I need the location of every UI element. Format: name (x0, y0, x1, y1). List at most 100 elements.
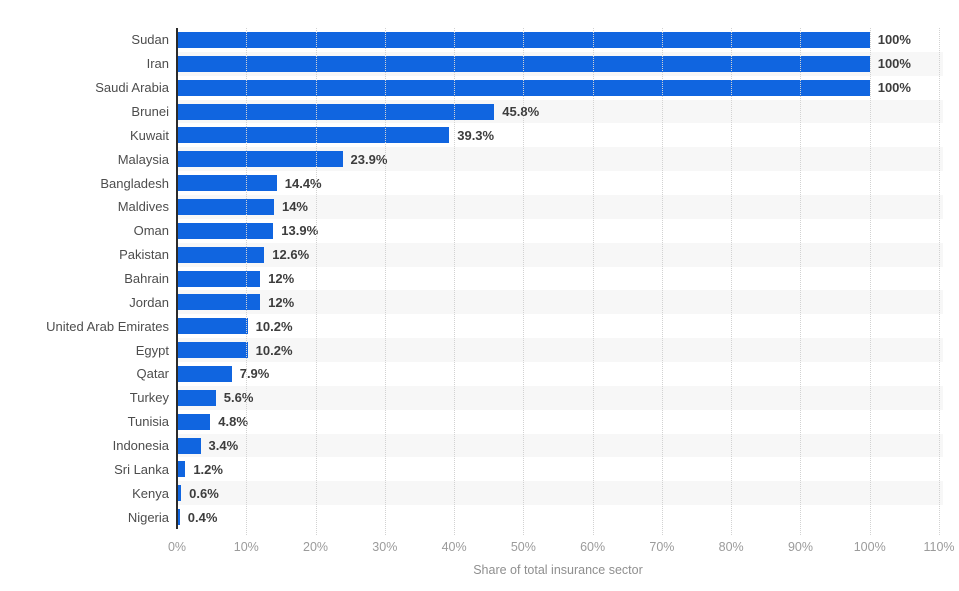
value-label: 12% (268, 294, 295, 310)
table-row: United Arab Emirates 10.2% (0, 314, 959, 338)
value-label: 7.9% (239, 366, 270, 382)
x-tick-label: 40% (441, 540, 467, 554)
category-label: Pakistan (119, 247, 169, 263)
table-row: Jordan 12% (0, 290, 959, 315)
x-tick-label: 10% (233, 540, 259, 554)
x-tick-label: 20% (303, 540, 329, 554)
table-row: Tunisia 4.8% (0, 410, 959, 434)
bar (177, 31, 870, 48)
table-row: Nigeria 0.4% (0, 505, 959, 529)
category-label: Kuwait (129, 127, 169, 143)
bar (177, 175, 277, 192)
row-plot-area: 10.2% (177, 314, 943, 338)
bar (177, 294, 261, 311)
x-tick-label: 30% (372, 540, 398, 554)
row-plot-area: 100% (177, 51, 943, 76)
row-plot-area: 4.8% (177, 410, 943, 434)
table-row: Brunei 45.8% (0, 99, 959, 124)
row-plot-area: 3.4% (177, 433, 943, 458)
table-row: Iran 100% (0, 51, 959, 76)
x-tick-label: 90% (787, 540, 813, 554)
x-tick-label: 100% (853, 540, 886, 554)
value-label: 100% (877, 32, 911, 48)
value-label: 10.2% (255, 342, 293, 358)
table-row: Oman 13.9% (0, 219, 959, 243)
value-label: 39.3% (457, 127, 495, 143)
category-label: Bangladesh (100, 175, 169, 191)
category-label: Tunisia (127, 414, 169, 430)
table-row: Kuwait 39.3% (0, 123, 959, 147)
value-label: 1.2% (193, 461, 223, 477)
row-plot-area: 12% (177, 267, 943, 291)
row-plot-area: 0.4% (177, 505, 943, 529)
x-tick-label: 50% (510, 540, 536, 554)
row-plot-area: 39.3% (177, 123, 943, 147)
category-label: Kenya (132, 485, 169, 501)
category-label: Sudan (131, 32, 169, 48)
category-label: Bahrain (124, 271, 169, 287)
category-label: Iran (146, 56, 169, 72)
value-label: 10.2% (255, 318, 293, 334)
row-plot-area: 12% (177, 290, 943, 315)
value-label: 12% (268, 271, 295, 287)
table-row: Bangladesh 14.4% (0, 171, 959, 195)
category-label: Malaysia (117, 151, 169, 167)
row-plot-area: 100% (177, 76, 943, 100)
row-plot-area: 0.6% (177, 481, 943, 506)
value-label: 13.9% (281, 223, 319, 239)
value-label: 45.8% (502, 104, 540, 119)
value-label: 4.8% (218, 414, 248, 430)
bar (177, 79, 870, 96)
x-tick-label: 80% (718, 540, 744, 554)
value-label: 23.9% (350, 151, 388, 167)
value-label: 0.4% (187, 509, 218, 525)
bar (177, 270, 261, 287)
table-row: Egypt 10.2% (0, 338, 959, 363)
table-row: Qatar 7.9% (0, 362, 959, 386)
category-label: Maldives (117, 199, 169, 215)
table-row: Maldives 14% (0, 195, 959, 219)
row-plot-area: 23.9% (177, 147, 943, 172)
table-row: Malaysia 23.9% (0, 147, 959, 172)
row-plot-area: 45.8% (177, 99, 943, 124)
category-label: Nigeria (127, 509, 169, 525)
value-label: 14% (281, 199, 308, 215)
table-row: Pakistan 12.6% (0, 242, 959, 267)
bar (177, 485, 182, 502)
value-label: 0.6% (189, 485, 219, 501)
bar (177, 127, 450, 144)
row-plot-area: 14% (177, 195, 943, 219)
bar (177, 509, 180, 526)
x-tick-label: 110% (923, 540, 955, 554)
bar (177, 151, 343, 168)
table-row: Indonesia 3.4% (0, 433, 959, 458)
bar (177, 222, 274, 239)
bar (177, 198, 274, 215)
category-label: United Arab Emirates (46, 318, 169, 334)
row-plot-area: 5.6% (177, 385, 943, 410)
bar (177, 318, 248, 335)
x-tick-label: 0% (167, 540, 187, 554)
category-label: Egypt (135, 342, 169, 358)
bar (177, 389, 216, 406)
category-label: Saudi Arabia (95, 80, 169, 96)
bar (177, 437, 201, 454)
bar (177, 365, 232, 382)
row-plot-area: 7.9% (177, 362, 943, 386)
value-label: 3.4% (208, 438, 239, 454)
category-label: Qatar (136, 366, 169, 382)
category-label: Jordan (129, 294, 169, 310)
value-label: 5.6% (223, 390, 254, 406)
row-plot-area: 1.2% (177, 457, 943, 481)
x-tick-label: 70% (649, 540, 675, 554)
row-plot-area: 14.4% (177, 171, 943, 195)
row-plot-area: 12.6% (177, 242, 943, 267)
x-tick-label: 60% (580, 540, 606, 554)
bar (177, 342, 248, 359)
table-row: Saudi Arabia 100% (0, 76, 959, 100)
table-row: Kenya 0.6% (0, 481, 959, 506)
bar (177, 413, 211, 430)
bar (177, 246, 265, 263)
value-label: 100% (877, 56, 911, 72)
x-axis-title: Share of total insurance sector (473, 563, 643, 577)
